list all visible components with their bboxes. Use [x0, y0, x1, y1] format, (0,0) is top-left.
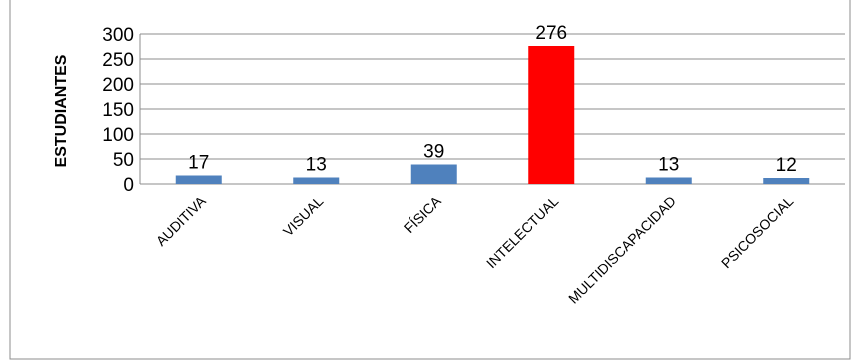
- y-tick-label: 0: [123, 175, 134, 196]
- data-label: 276: [535, 23, 567, 44]
- data-labels: 17 13 39 276 13 12: [188, 23, 797, 176]
- bar-visual: [293, 177, 340, 184]
- bar-física: [410, 164, 457, 184]
- y-tick-label: 50: [113, 150, 134, 171]
- bars: [175, 46, 810, 184]
- data-label: 13: [306, 155, 327, 176]
- gridlines: [139, 33, 845, 185]
- data-label: 17: [188, 153, 209, 174]
- bar-intelectual: [528, 46, 575, 184]
- y-axis-title: ESTUDIANTES: [53, 54, 70, 167]
- y-tick-label: 150: [102, 100, 134, 121]
- data-label: 13: [658, 155, 679, 176]
- bar-multidiscapacidad: [645, 177, 692, 184]
- bar-psicosocial: [763, 178, 810, 184]
- y-tick-label: 200: [102, 75, 134, 96]
- y-tick-label: 100: [102, 125, 134, 146]
- data-label: 39: [423, 142, 444, 163]
- bar-auditiva: [175, 175, 222, 184]
- y-axis-ticks: 0 50 100 150 200 250 300: [102, 25, 134, 196]
- data-label: 12: [776, 155, 797, 176]
- y-tick-label: 250: [102, 50, 134, 71]
- y-tick-label: 300: [102, 25, 134, 46]
